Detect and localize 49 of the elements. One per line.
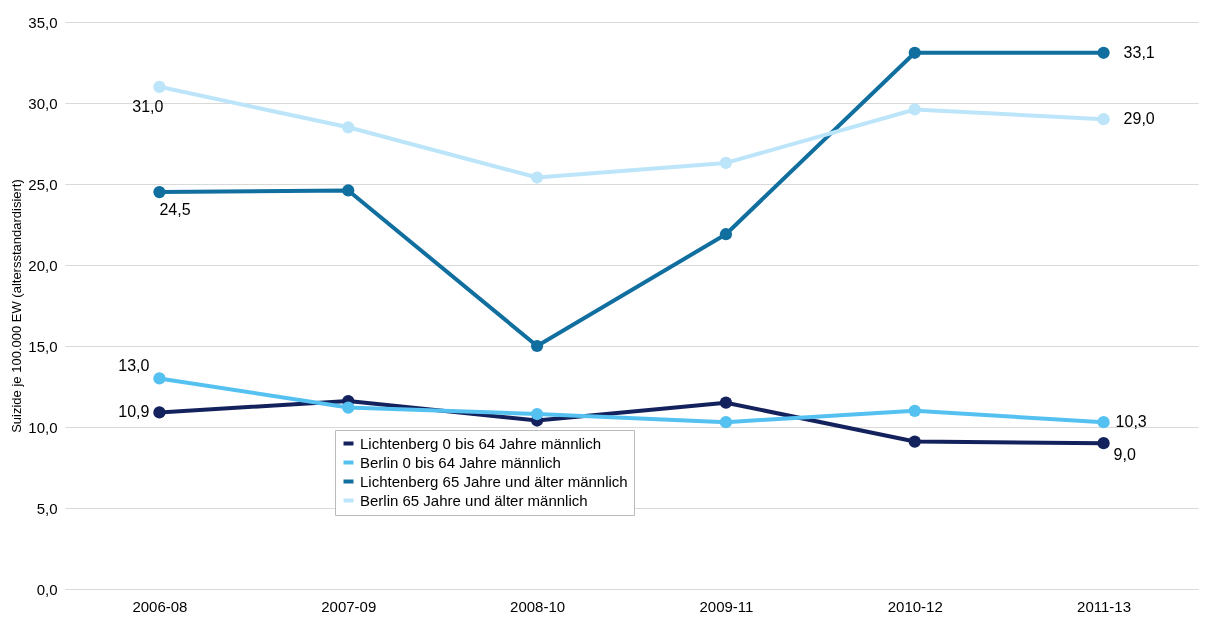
legend-label: Lichtenberg 65 Jahre und älter männlich xyxy=(360,472,628,490)
y-tick-label: 25,0 xyxy=(28,175,58,193)
y-tick-label: 10,0 xyxy=(28,418,58,436)
point xyxy=(908,46,921,59)
data-label: 31,0 xyxy=(132,97,164,115)
point xyxy=(153,185,166,199)
point xyxy=(719,396,733,409)
point xyxy=(908,103,921,116)
legend-label: Berlin 0 bis 64 Jahre männlich xyxy=(360,453,561,471)
point xyxy=(719,228,733,241)
point xyxy=(1097,113,1110,126)
y-tick-label: 30,0 xyxy=(28,94,58,112)
point xyxy=(1097,437,1110,450)
point xyxy=(908,435,921,448)
point xyxy=(342,401,355,414)
point xyxy=(342,184,355,197)
x-tick-label: 2011-13 xyxy=(1077,597,1132,615)
y-tick-label: 35,0 xyxy=(28,13,58,31)
data-label: 10,3 xyxy=(1115,413,1147,431)
point xyxy=(153,372,166,385)
y-tick-label: 0,0 xyxy=(36,580,58,598)
data-label: 13,0 xyxy=(118,357,150,375)
data-label: 10,9 xyxy=(118,403,150,421)
x-tick-label: 2008-10 xyxy=(510,597,566,615)
point xyxy=(719,416,733,429)
y-axis-title: Suizide je 100.000 EW (altersstandardisiert) xyxy=(9,179,25,433)
data-label: 9,0 xyxy=(1113,446,1136,464)
legend-label: Berlin 65 Jahre und älter männlich xyxy=(360,491,588,509)
x-tick-label: 2009-11 xyxy=(699,597,754,615)
point xyxy=(530,171,544,184)
y-tick-label: 5,0 xyxy=(36,499,58,517)
x-tick-label: 2007-09 xyxy=(321,597,377,615)
y-tick-label: 20,0 xyxy=(28,256,58,274)
point xyxy=(153,80,166,93)
point xyxy=(153,406,166,419)
legend-label: Lichtenberg 0 bis 64 Jahre männlich xyxy=(360,434,601,452)
point xyxy=(530,407,544,421)
point xyxy=(1097,46,1110,59)
point xyxy=(1097,416,1110,429)
y-tick-label: 15,0 xyxy=(28,337,58,355)
point xyxy=(530,339,544,353)
x-tick-label: 2010-12 xyxy=(887,597,943,615)
x-tick-label: 2006-08 xyxy=(132,597,188,615)
data-label: 24,5 xyxy=(159,201,191,219)
point xyxy=(908,404,921,417)
point xyxy=(342,121,355,134)
data-label: 33,1 xyxy=(1123,43,1155,61)
point xyxy=(719,156,733,170)
data-label: 29,0 xyxy=(1123,110,1155,128)
